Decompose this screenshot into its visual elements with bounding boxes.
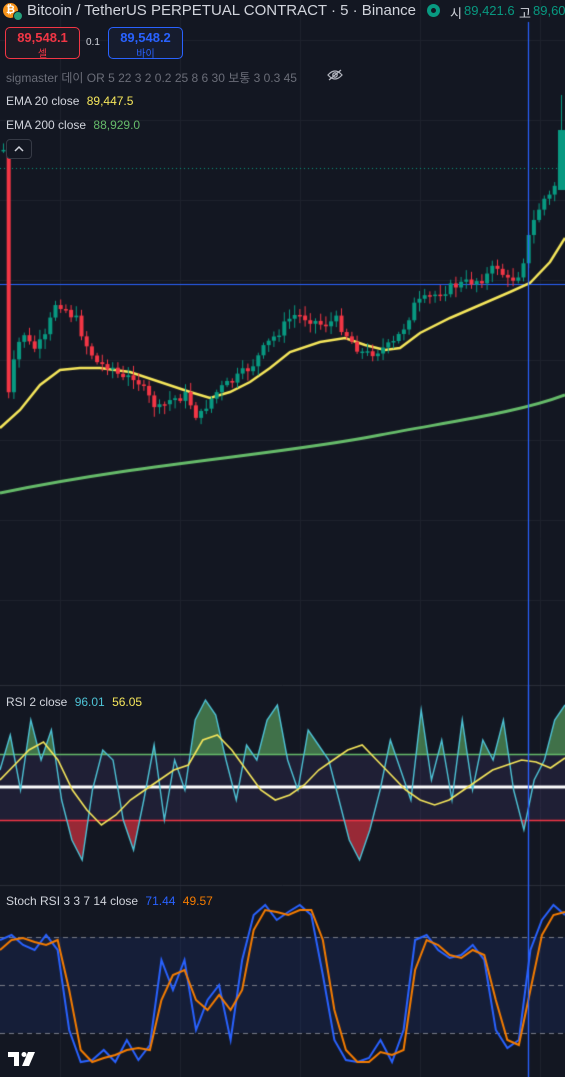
ema200-legend[interactable]: EMA 200 close 88,929.0 (6, 118, 140, 132)
market-status-icon (427, 4, 440, 17)
sigmaster-indicator-legend[interactable]: sigmaster 데이 OR 5 22 3 2 0.2 25 8 6 30 보… (6, 71, 297, 85)
chart-header: ₿ Bitcoin / TetherUS PERPETUAL CONTRACT … (0, 0, 565, 22)
open-label: 시 (450, 6, 462, 21)
ema200-label: EMA 200 close (6, 118, 87, 132)
buy-button[interactable]: 89,548.2 바이 (108, 27, 183, 60)
symbol-title[interactable]: Bitcoin / TetherUS PERPETUAL CONTRACT · … (27, 2, 417, 19)
open-value: 89,421.6 (464, 3, 515, 18)
collapse-legend-button[interactable] (6, 139, 32, 159)
ema20-legend[interactable]: EMA 20 close 89,447.5 (6, 94, 133, 108)
ema20-value: 89,447.5 (86, 94, 134, 108)
ema20-label: EMA 20 close (6, 94, 80, 108)
sell-button[interactable]: 89,548.1 셀 (5, 27, 80, 60)
rsi-label: RSI 2 close (6, 695, 68, 709)
eye-slash-icon[interactable] (327, 69, 343, 81)
tradingview-logo-icon[interactable] (8, 1050, 40, 1068)
rsi-legend[interactable]: RSI 2 close 96.01 56.05 (6, 695, 142, 709)
rsi-value: 96.01 (74, 695, 105, 709)
sell-price: 89,548.1 (17, 30, 68, 45)
sell-label: 셀 (37, 49, 48, 60)
stoch-rsi-legend[interactable]: Stoch RSI 3 3 7 14 close 71.44 49.57 (6, 894, 213, 908)
high-label: 고 (519, 6, 531, 21)
spread-value: 0.1 (86, 37, 100, 48)
rsi-ma-value: 56.05 (112, 695, 143, 709)
stoch-d-value: 49.57 (182, 894, 213, 908)
buy-price: 89,548.2 (120, 30, 171, 45)
high-value: 89,60 (533, 3, 565, 18)
stoch-label: Stoch RSI 3 3 7 14 close (6, 894, 139, 908)
ema200-value: 88,929.0 (93, 118, 141, 132)
tether-icon (13, 11, 23, 21)
buy-label: 바이 (136, 49, 155, 60)
chevron-up-icon (14, 145, 24, 152)
stoch-k-value: 71.44 (145, 894, 176, 908)
